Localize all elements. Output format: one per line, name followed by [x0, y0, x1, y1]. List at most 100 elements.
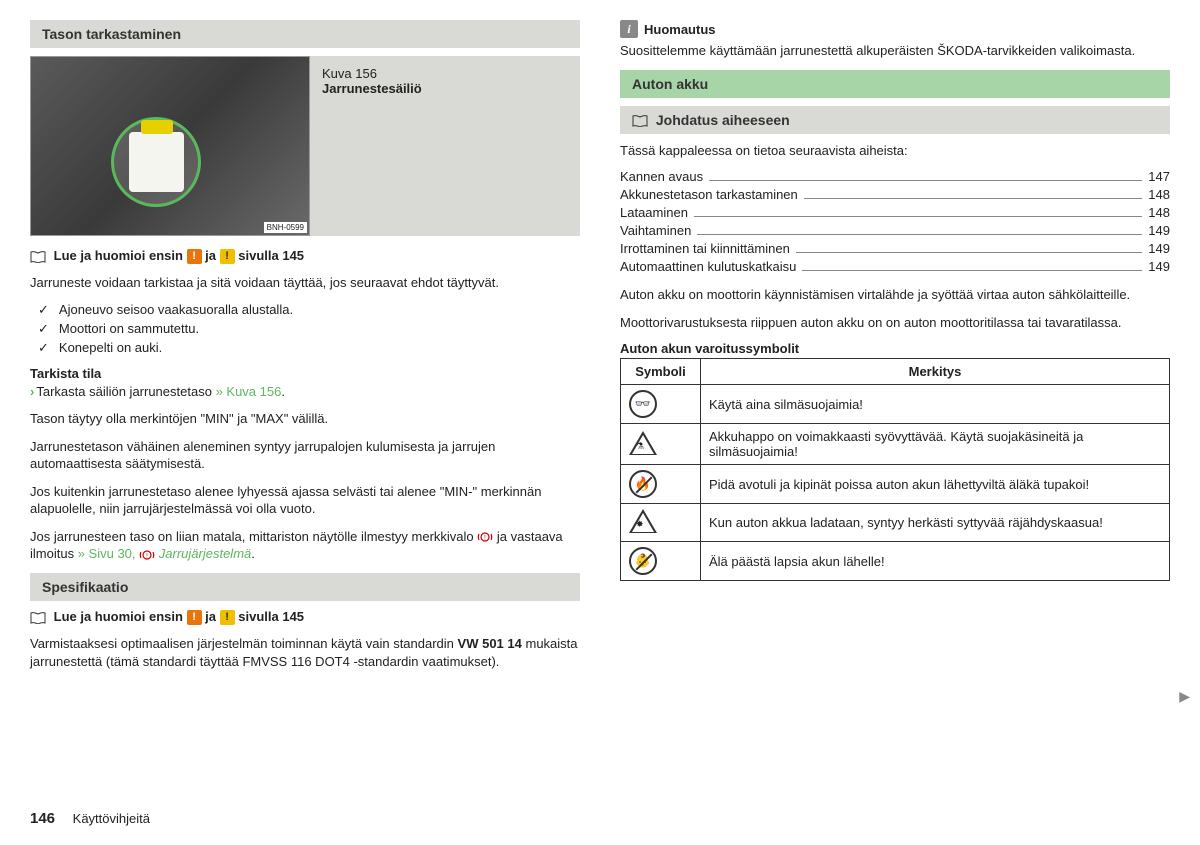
toc-label: Automaattinen kulutuskatkaisu [620, 259, 796, 274]
para-battery-1: Auton akku on moottorin käynnistämisen v… [620, 286, 1170, 304]
explosive-icon: ✸ [629, 509, 657, 533]
table-row: 🔥 Pidä avotuli ja kipinät poissa auton a… [621, 465, 1170, 504]
toc-page: 148 [1148, 205, 1170, 220]
toc-line: Automaattinen kulutuskatkaisu 149 [620, 259, 1170, 274]
page-number: 146 [30, 810, 55, 827]
read-first-post: sivulla 145 [238, 609, 304, 624]
p5-a: Jos jarrunesteen taso on liian matala, m… [30, 529, 474, 544]
page-columns: Tason tarkastaminen BNH-0599 Kuva 156 Ja… [30, 20, 1170, 680]
figure-number: Kuva 156 [322, 66, 377, 81]
page-footer: 146 Käyttövihjeitä [30, 810, 150, 827]
toc-leader [697, 234, 1142, 235]
toc-label: Irrottaminen tai kiinnittäminen [620, 241, 790, 256]
checklist: Ajoneuvo seisoo vaakasuoralla alustalla.… [30, 302, 580, 356]
symbol-cell: 🔥 [621, 465, 701, 504]
warning-symbols-table: Symboli Merkitys 👓 Käytä aina silmäsuoja… [620, 358, 1170, 581]
para-battery-2: Moottorivarustuksesta riippuen auton akk… [620, 314, 1170, 332]
para-spec: Varmistaaksesi optimaalisen järjestelmän… [30, 635, 580, 670]
book-icon [632, 115, 648, 127]
para-conditions: Jarruneste voidaan tarkistaa ja sitä voi… [30, 274, 580, 292]
warning-orange-icon: ! [187, 610, 202, 625]
toc-page: 148 [1148, 187, 1170, 202]
check-item: Moottori on sammutettu. [30, 321, 580, 337]
image-code: BNH-0599 [264, 222, 307, 233]
reservoir-cap [141, 120, 173, 134]
note-header: i Huomautus [620, 20, 1170, 38]
toc-label: Vaihtaminen [620, 223, 691, 238]
book-icon [30, 251, 46, 263]
table-title: Auton akun varoitussymbolit [620, 341, 1170, 356]
brake-fluid-reservoir-highlight [111, 117, 201, 207]
read-first-mid: ja [205, 609, 216, 624]
symbol-cell: ✸ [621, 504, 701, 542]
toc-line: Akkunestetason tarkastaminen 148 [620, 187, 1170, 202]
note-text: Suosittelemme käyttämään jarrunestettä a… [620, 42, 1170, 60]
heading-intro: Johdatus aiheeseen [620, 106, 1170, 134]
warning-yellow-icon: ! [220, 249, 235, 264]
warning-orange-icon: ! [187, 249, 202, 264]
no-fire-icon: 🔥 [629, 470, 657, 498]
para-wear: Jarrunestetason vähäinen aleneminen synt… [30, 438, 580, 473]
continuation-arrow-icon: ▶ [1179, 688, 1190, 705]
toc-leader [694, 216, 1142, 217]
brake-warning-icon: ! [139, 549, 155, 561]
read-first-notice: Lue ja huomioi ensin ! ja ! sivulla 145 [30, 248, 580, 264]
toc-label: Lataaminen [620, 205, 688, 220]
read-first-post: sivulla 145 [238, 248, 304, 263]
para-minmax: Tason täytyy olla merkintöjen "MIN" ja "… [30, 410, 580, 428]
toc-label: Kannen avaus [620, 169, 703, 184]
left-column: Tason tarkastaminen BNH-0599 Kuva 156 Ja… [30, 20, 580, 680]
toc-leader [802, 270, 1142, 271]
info-icon: i [620, 20, 638, 38]
toc-label: Akkunestetason tarkastaminen [620, 187, 798, 202]
note-label: Huomautus [644, 22, 716, 37]
figure-156: BNH-0599 Kuva 156 Jarrunestesäiliö [30, 56, 580, 236]
heading-battery: Auton akku [620, 70, 1170, 98]
figure-title: Jarrunestesäiliö [322, 81, 422, 96]
footer-section: Käyttövihjeitä [73, 811, 150, 826]
check-instruction: ›Tarkasta säiliön jarrunestetaso » Kuva … [30, 383, 580, 401]
meaning-cell: Älä päästä lapsia akun lähelle! [701, 542, 1170, 581]
bullet-arrow-icon: › [30, 384, 34, 399]
toc-line: Vaihtaminen 149 [620, 223, 1170, 238]
toc-leader [804, 198, 1143, 199]
intro-title: Johdatus aiheeseen [656, 112, 790, 128]
table-row: ⚗ Akkuhappo on voimakkaasti syövyttävää.… [621, 424, 1170, 465]
table-row: 👶 Älä päästä lapsia akun lähelle! [621, 542, 1170, 581]
para-warning-light: Jos jarrunesteen taso on liian matala, m… [30, 528, 580, 563]
book-icon [30, 612, 46, 624]
reservoir-body [129, 132, 184, 192]
read-first-pre: Lue ja huomioi ensin [54, 609, 183, 624]
table-row: 👓 Käytä aina silmäsuojaimia! [621, 385, 1170, 424]
table-row: ✸ Kun auton akkua ladataan, syntyy herkä… [621, 504, 1170, 542]
ref-page-30: » Sivu 30, [78, 546, 136, 561]
meaning-cell: Akkuhappo on voimakkaasti syövyttävää. K… [701, 424, 1170, 465]
corrosive-icon: ⚗ [629, 431, 657, 455]
ref-figure-156: » Kuva 156 [216, 384, 282, 399]
right-column: i Huomautus Suosittelemme käyttämään jar… [620, 20, 1170, 680]
read-first-mid: ja [205, 248, 216, 263]
check-item: Konepelti on auki. [30, 340, 580, 356]
check-item: Ajoneuvo seisoo vaakasuoralla alustalla. [30, 302, 580, 318]
th-symbol: Symboli [621, 359, 701, 385]
eye-protection-icon: 👓 [629, 390, 657, 418]
read-first-notice-2: Lue ja huomioi ensin ! ja ! sivulla 145 [30, 609, 580, 625]
read-first-pre: Lue ja huomioi ensin [54, 248, 183, 263]
engine-bay-image: BNH-0599 [30, 56, 310, 236]
toc-page: 149 [1148, 223, 1170, 238]
toc-page: 147 [1148, 169, 1170, 184]
check-text: Tarkasta säiliön jarrunestetaso [36, 384, 212, 399]
meaning-cell: Kun auton akkua ladataan, syntyy herkäst… [701, 504, 1170, 542]
heading-specification: Spesifikaatio [30, 573, 580, 601]
heading-level-check: Tason tarkastaminen [30, 20, 580, 48]
warning-yellow-icon: ! [220, 610, 235, 625]
symbol-cell: 👶 [621, 542, 701, 581]
meaning-cell: Pidä avotuli ja kipinät poissa auton aku… [701, 465, 1170, 504]
toc: Kannen avaus 147 Akkunestetason tarkasta… [620, 169, 1170, 274]
toc-line: Irrottaminen tai kiinnittäminen 149 [620, 241, 1170, 256]
meaning-cell: Käytä aina silmäsuojaimia! [701, 385, 1170, 424]
toc-page: 149 [1148, 259, 1170, 274]
toc-leader [709, 180, 1142, 181]
toc-leader [796, 252, 1142, 253]
spec-a: Varmistaaksesi optimaalisen järjestelmän… [30, 636, 454, 651]
